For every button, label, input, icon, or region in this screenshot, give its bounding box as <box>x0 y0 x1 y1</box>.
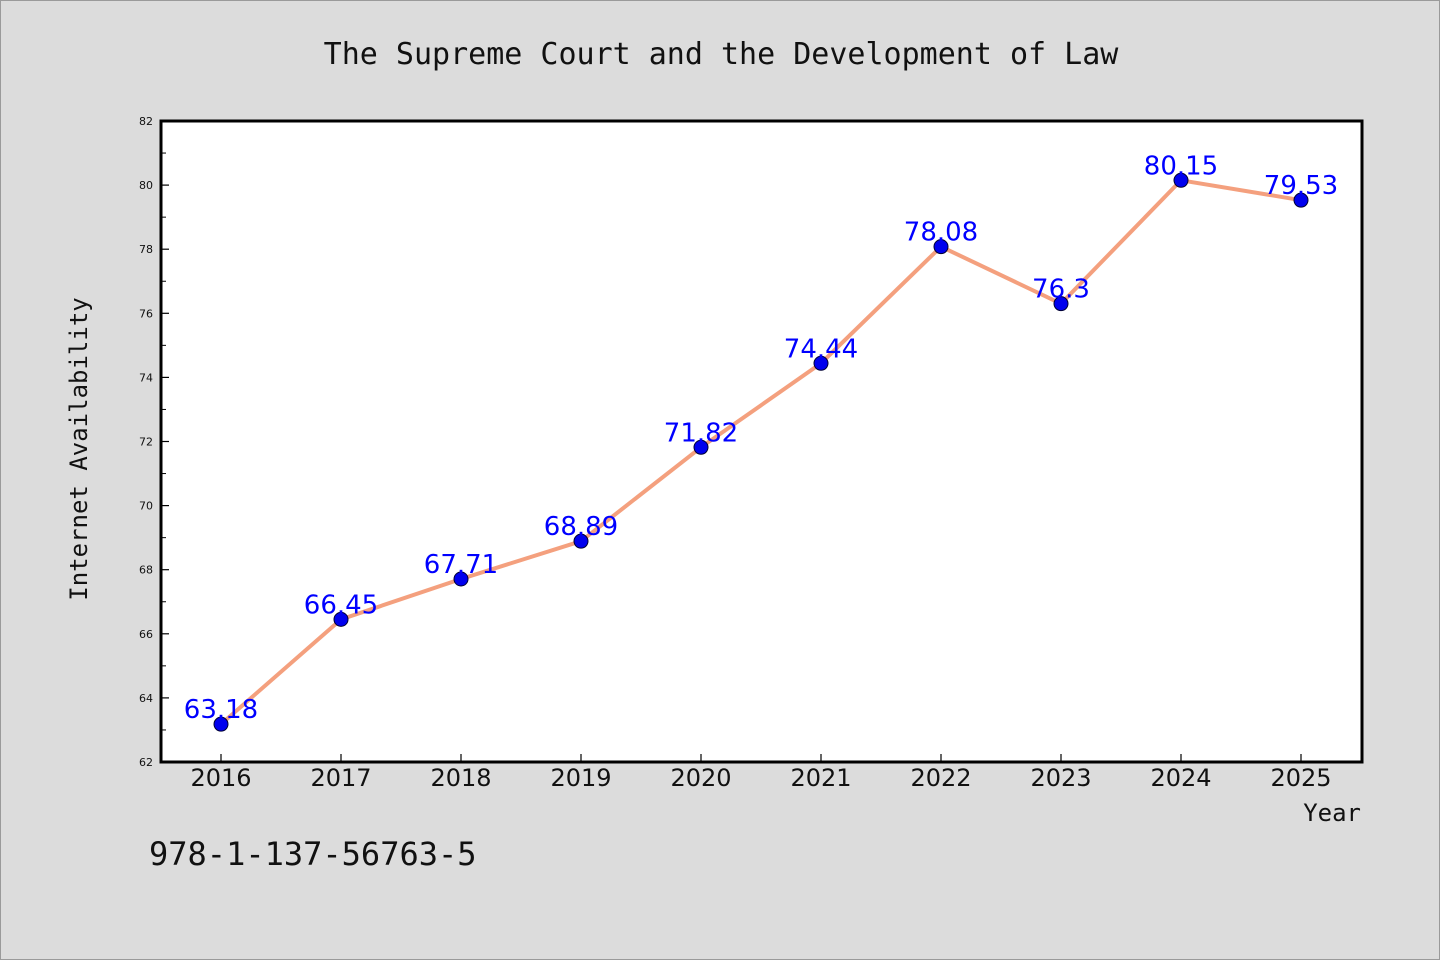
data-label: 71.82 <box>664 418 738 448</box>
x-tick-label: 2017 <box>310 764 371 792</box>
data-label: 80.15 <box>1144 151 1218 181</box>
data-label: 78.08 <box>904 218 978 248</box>
data-markers <box>213 172 1309 732</box>
x-tick-label: 2019 <box>550 764 611 792</box>
data-point-marker <box>813 355 829 371</box>
data-point-marker <box>693 439 709 455</box>
data-label: 76.3 <box>1032 275 1090 305</box>
chart-title: The Supreme Court and the Development of… <box>324 37 1120 72</box>
y-axis-label: Internet Availability <box>65 297 93 600</box>
data-label: 66.45 <box>304 590 378 620</box>
data-point-marker <box>213 716 229 732</box>
y-tick-label: 76 <box>139 307 153 320</box>
x-tick-label: 2018 <box>430 764 491 792</box>
data-point-marker <box>1053 296 1069 312</box>
y-tick-label: 82 <box>139 115 153 128</box>
data-label: 68.89 <box>544 512 618 542</box>
data-point-marker <box>573 533 589 549</box>
data-point-marker <box>1293 192 1309 208</box>
x-tick-label: 2023 <box>1030 764 1091 792</box>
y-tick-label: 80 <box>139 179 153 192</box>
plot-frame <box>159 119 1364 764</box>
data-point-marker <box>453 571 469 587</box>
plot-area <box>161 121 1362 762</box>
x-tick-label: 2020 <box>670 764 731 792</box>
y-tick-label: 62 <box>139 756 153 769</box>
footer-isbn: 978-1-137-56763-5 <box>149 835 477 873</box>
data-labels: 63.18 66.45 67.71 68.89 71.82 74.44 78.08 76.3 8… <box>184 151 1338 725</box>
x-tick-label: 2024 <box>1150 764 1211 792</box>
y-tick-label: 74 <box>139 371 153 384</box>
y-tick-label: 72 <box>139 436 153 449</box>
data-point-marker <box>933 239 949 255</box>
y-tick-label: 66 <box>139 628 153 641</box>
y-tick-label: 70 <box>139 500 153 513</box>
data-point-marker <box>1173 172 1189 188</box>
x-axis-ticks: 2016 2017 2018 2019 2020 2021 2022 2023 2024 2025 <box>190 754 1332 792</box>
x-tick-label: 2025 <box>1270 764 1331 792</box>
y-axis-ticks: 62 64 66 68 70 72 74 76 78 80 82 <box>139 115 169 769</box>
x-tick-label: 2021 <box>790 764 851 792</box>
y-tick-label: 68 <box>139 564 153 577</box>
x-axis-label: Year <box>1303 799 1361 827</box>
data-label: 67.71 <box>424 550 498 580</box>
series-line <box>219 178 1303 727</box>
data-label: 74.44 <box>784 334 858 364</box>
x-tick-label: 2022 <box>910 764 971 792</box>
data-point-marker <box>333 611 349 627</box>
x-tick-label: 2016 <box>190 764 251 792</box>
data-label: 63.18 <box>184 695 258 725</box>
y-tick-label: 64 <box>139 692 153 705</box>
y-tick-label: 78 <box>139 243 153 256</box>
data-label: 79.53 <box>1264 171 1338 201</box>
